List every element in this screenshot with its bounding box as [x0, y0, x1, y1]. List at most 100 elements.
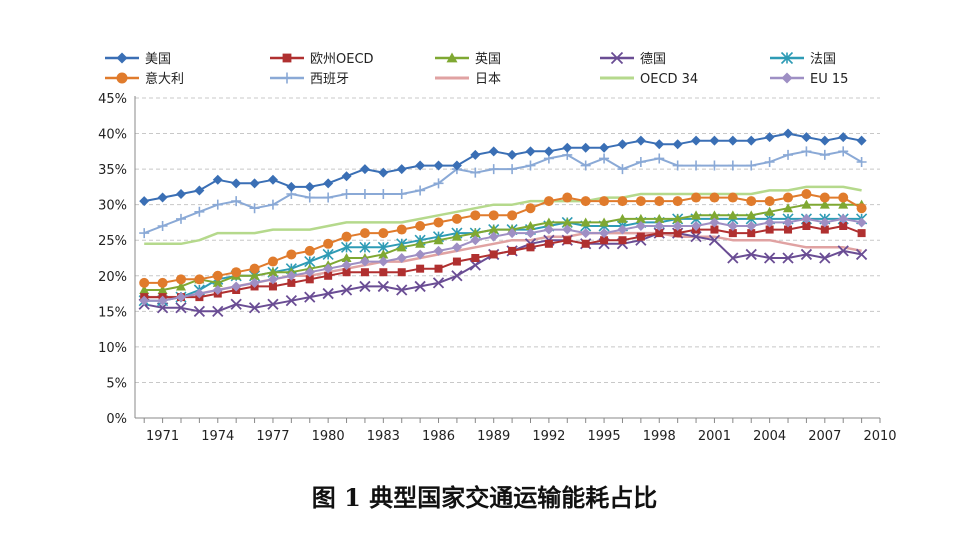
legend-item: 欧州OECD	[270, 52, 374, 67]
data-point	[323, 238, 334, 249]
legend-label: 德国	[640, 52, 666, 67]
data-point	[507, 149, 518, 160]
x-tick-label: 1995	[588, 429, 621, 444]
series-8	[144, 185, 862, 246]
data-point	[783, 128, 794, 139]
data-point	[783, 217, 794, 228]
data-point	[378, 167, 389, 178]
data-point	[194, 206, 205, 217]
data-point	[451, 160, 462, 171]
x-tick-label: 1986	[422, 429, 455, 444]
data-point	[304, 192, 315, 203]
data-point	[819, 199, 830, 209]
data-point	[212, 270, 223, 281]
data-point	[672, 221, 683, 231]
data-point	[839, 222, 848, 230]
data-point	[139, 228, 150, 239]
data-point	[526, 243, 535, 252]
data-point	[267, 199, 278, 210]
data-point	[562, 224, 573, 235]
data-point	[414, 280, 426, 293]
data-point	[415, 160, 426, 171]
data-point	[672, 213, 683, 223]
data-point	[599, 196, 610, 207]
legend-item: EU 15	[770, 72, 848, 87]
data-point	[765, 225, 774, 234]
data-point	[746, 135, 757, 146]
y-tick-label: 0%	[106, 412, 127, 427]
data-point	[249, 178, 260, 189]
data-point	[635, 157, 646, 167]
chart-series	[138, 128, 868, 317]
data-point	[562, 142, 573, 153]
series-line	[144, 203, 862, 291]
data-point	[746, 221, 757, 231]
data-point	[654, 153, 665, 164]
data-point	[580, 142, 591, 153]
data-point	[856, 135, 867, 146]
data-point	[415, 238, 426, 248]
data-point	[691, 135, 702, 146]
data-point	[341, 231, 352, 242]
data-point	[709, 160, 720, 171]
data-point	[635, 221, 646, 231]
data-point	[451, 213, 462, 224]
data-point	[194, 288, 205, 299]
data-point	[360, 268, 369, 277]
data-point	[580, 228, 591, 239]
data-point	[139, 285, 150, 294]
series-line	[144, 132, 862, 203]
legend-label: 英国	[475, 52, 501, 67]
data-point	[691, 221, 702, 231]
data-point	[286, 181, 297, 192]
data-point	[673, 229, 682, 238]
y-tick-label: 30%	[98, 199, 127, 214]
data-point	[654, 139, 665, 150]
data-point	[856, 217, 867, 228]
data-point	[488, 146, 499, 157]
legend-marker	[116, 52, 128, 64]
data-point	[819, 135, 830, 146]
data-point	[341, 253, 352, 262]
data-point	[801, 132, 812, 143]
legend-item: 美国	[105, 52, 171, 67]
x-tick-label: 1998	[643, 429, 676, 444]
data-point	[249, 270, 260, 280]
data-point	[396, 284, 408, 296]
x-tick-label: 1992	[532, 429, 565, 444]
data-point	[709, 192, 720, 203]
data-point	[451, 242, 462, 253]
data-point	[838, 146, 849, 157]
legend-marker	[281, 72, 293, 84]
data-point	[654, 196, 665, 207]
data-point	[175, 281, 186, 291]
data-point	[415, 185, 426, 196]
legend-item: 日本	[435, 72, 501, 87]
data-point	[378, 249, 389, 259]
data-point	[746, 160, 757, 171]
legend-item: 意大利	[105, 71, 184, 87]
data-point	[194, 274, 205, 285]
data-point	[562, 217, 573, 227]
series-line	[144, 185, 862, 246]
data-point	[157, 285, 168, 294]
data-point	[432, 277, 445, 289]
data-point	[488, 210, 499, 221]
data-point	[433, 160, 444, 171]
data-point	[728, 229, 737, 238]
y-tick-label: 15%	[98, 305, 127, 320]
data-point	[764, 217, 775, 228]
x-tick-label: 1974	[201, 429, 234, 444]
data-point	[396, 164, 407, 175]
data-point	[617, 164, 628, 175]
y-tick-label: 40%	[98, 128, 127, 143]
series-line	[144, 217, 862, 302]
data-point	[416, 264, 425, 273]
data-point	[635, 196, 646, 207]
data-point	[747, 229, 756, 238]
data-point	[857, 229, 866, 238]
data-point	[563, 236, 572, 245]
series-6	[139, 146, 867, 239]
data-point	[359, 256, 370, 267]
data-point	[856, 157, 867, 167]
